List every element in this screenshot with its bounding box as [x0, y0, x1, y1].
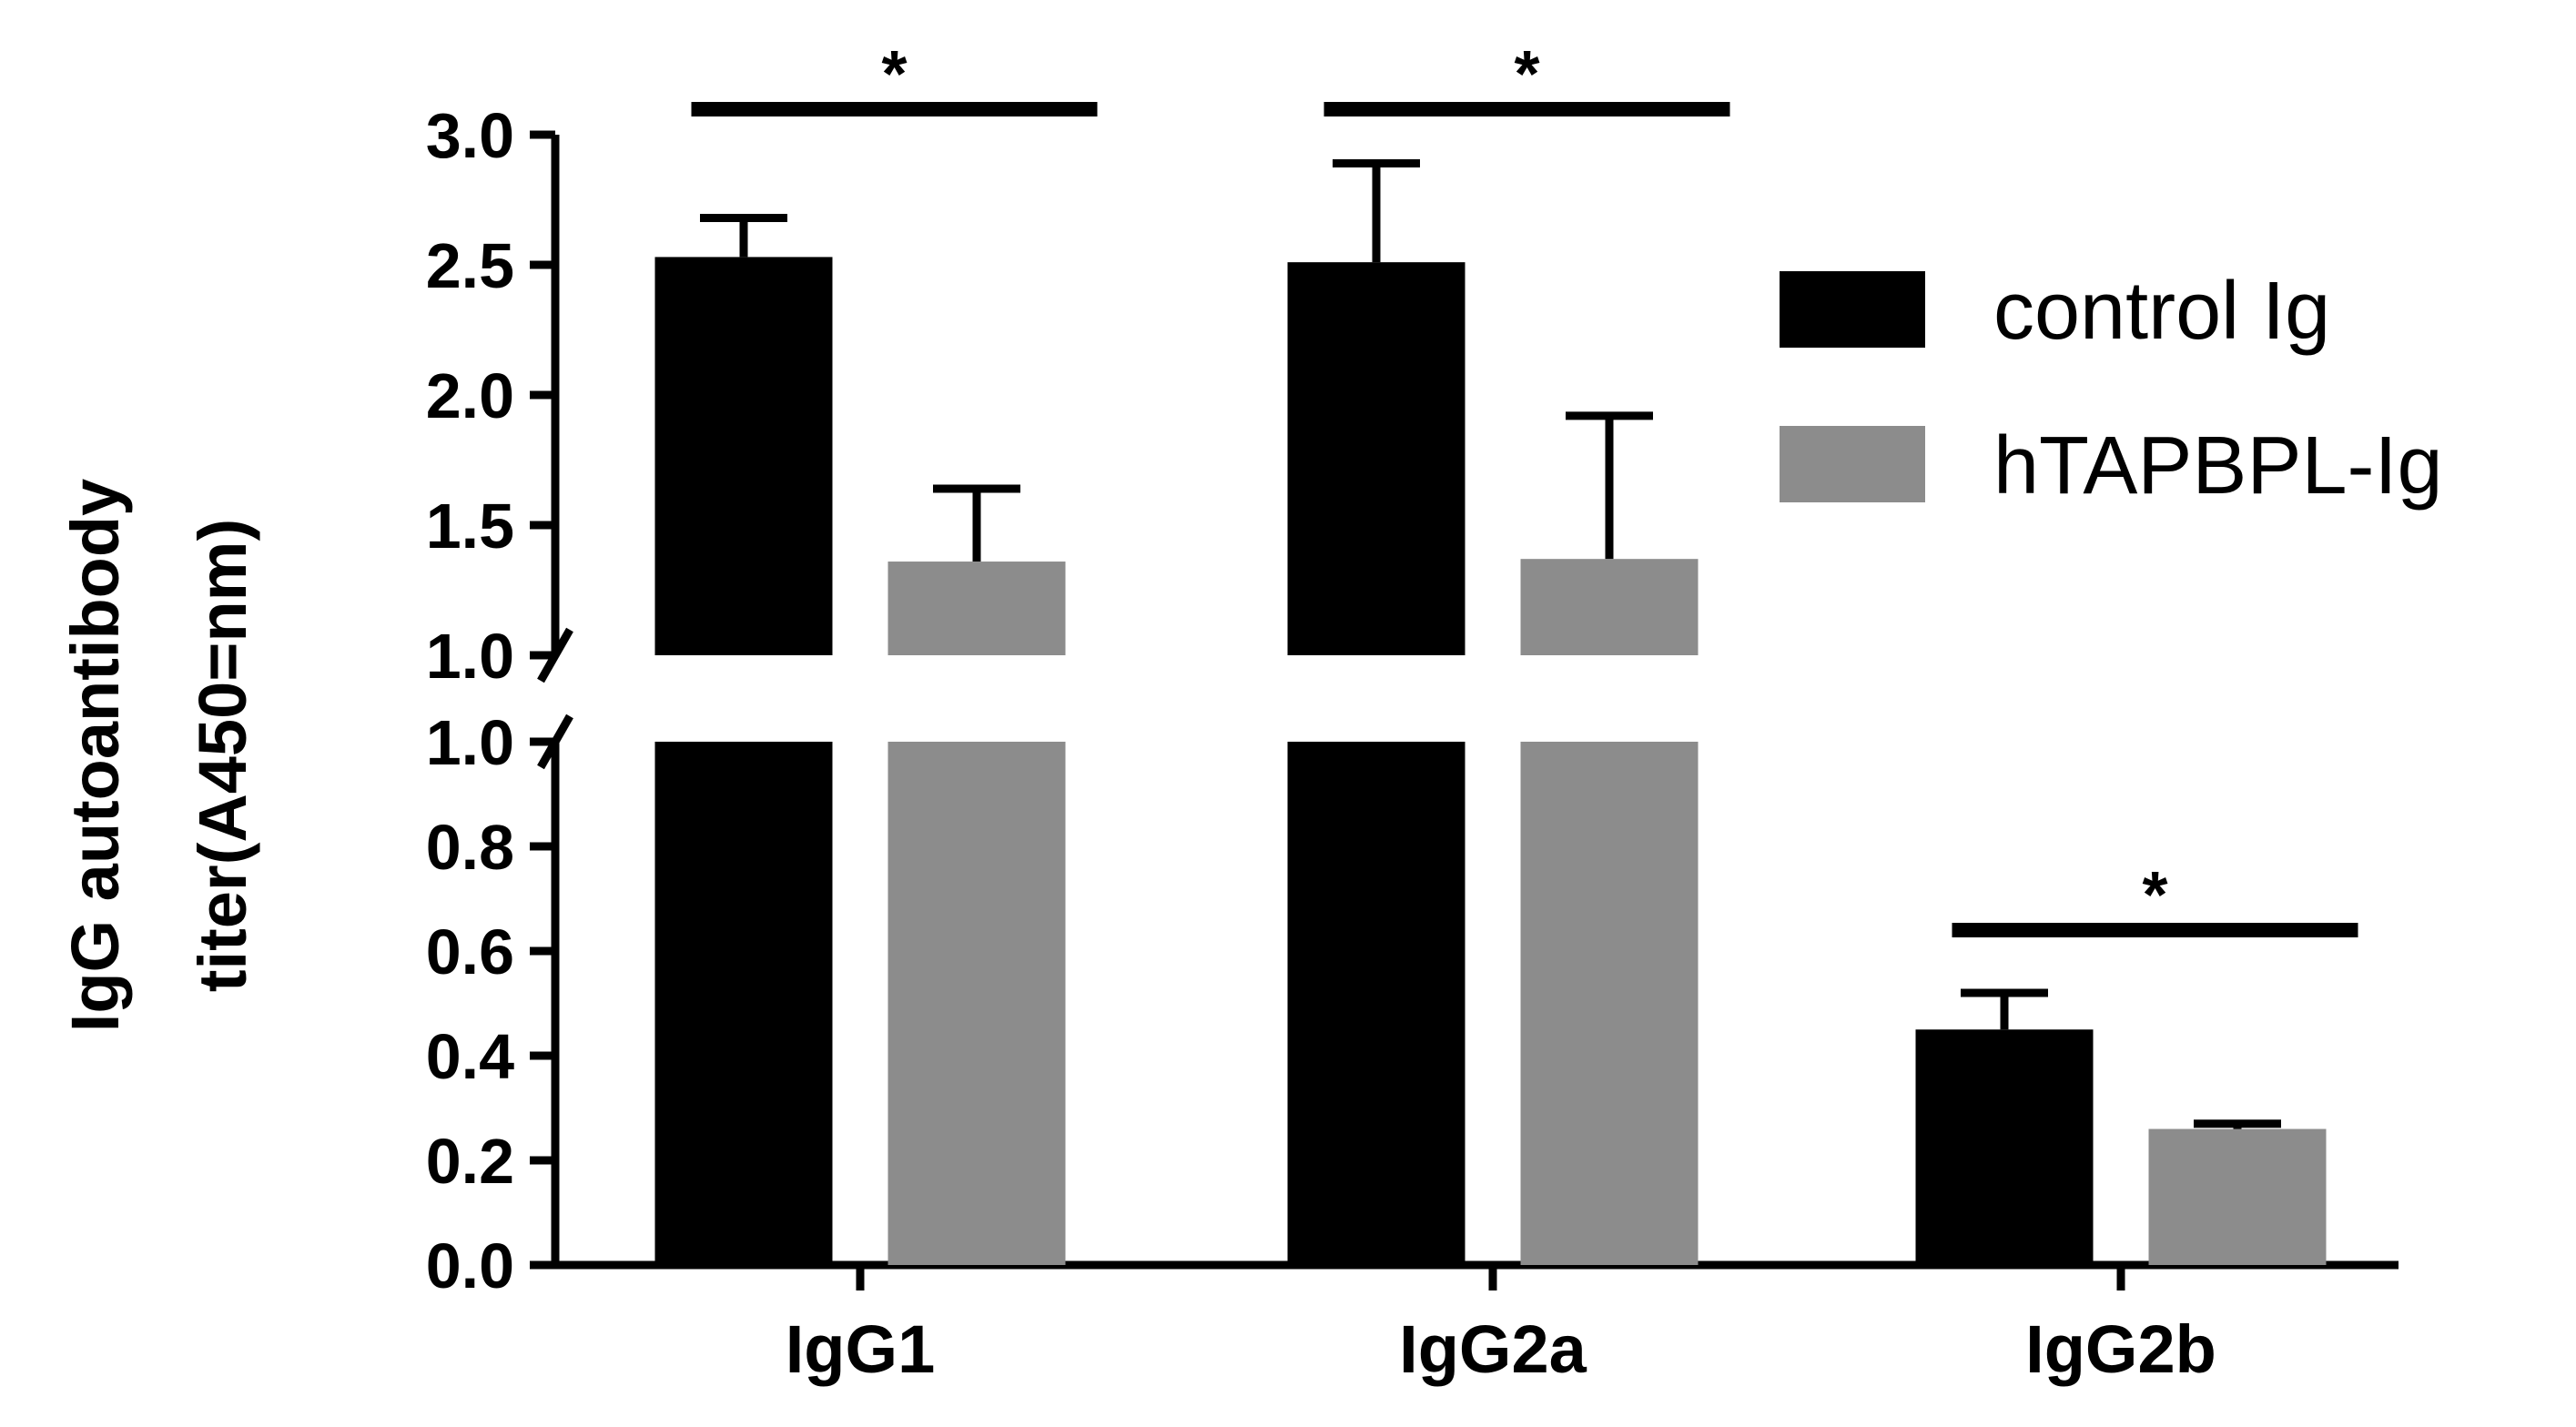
y-tick-label-lower: 1.0 — [426, 707, 514, 778]
y-tick-label-upper: 1.0 — [426, 621, 514, 692]
y-tick-label-lower: 0.6 — [426, 916, 514, 987]
legend-label: control Ig — [1993, 266, 2330, 357]
bar-IgG2b-control-Ig — [1915, 1029, 2094, 1265]
significance-star: * — [2142, 859, 2167, 932]
legend: control Ig hTAPBPL-Ig — [1780, 266, 2443, 511]
x-category-label: IgG2b — [2025, 1311, 2216, 1387]
bar-IgG2a-hTAPBPL-Ig-upper — [1520, 559, 1699, 655]
y-tick-label-upper: 3.0 — [426, 100, 514, 171]
x-axis-categories: IgG1 IgG2a IgG2b — [786, 1265, 2216, 1387]
significance-star: * — [1514, 38, 1539, 111]
bar-IgG2a-hTAPBPL-Ig-lower — [1520, 742, 1699, 1265]
y-tick-label-upper: 2.5 — [426, 230, 514, 301]
error-bars — [700, 158, 2281, 1129]
bar-IgG2a-control-Ig-lower — [1287, 742, 1465, 1265]
legend-swatch-control-Ig — [1780, 271, 1925, 348]
x-category-label: IgG2a — [1399, 1311, 1587, 1387]
legend-swatch-hTAPBPL-Ig — [1780, 426, 1925, 502]
y-tick-label-upper: 2.0 — [426, 360, 514, 431]
x-category-label: IgG1 — [786, 1311, 935, 1387]
bar-IgG2a-control-Ig-upper — [1287, 262, 1465, 655]
y-tick-label-lower: 0.0 — [426, 1230, 514, 1301]
bar-IgG1-hTAPBPL-Ig-upper — [887, 562, 1066, 655]
significance-star: * — [881, 38, 907, 111]
bar-IgG2b-hTAPBPL-Ig — [2148, 1128, 2327, 1265]
bar-IgG1-control-Ig-lower — [654, 742, 833, 1265]
bar-IgG1-hTAPBPL-Ig-lower — [887, 742, 1066, 1265]
bars — [654, 257, 2327, 1265]
significance-markers: * * * — [691, 38, 2358, 937]
axes: 1.0 1.5 2.0 2.5 3.0 0.0 0.2 0.4 0.6 0.8 1.0 — [426, 100, 2399, 1301]
y-tick-label-lower: 0.8 — [426, 812, 514, 883]
bar-IgG1-control-Ig-upper — [654, 257, 833, 655]
y-axis-label: IgG autoantibody titer(A450=nm) — [57, 479, 260, 1032]
y-tick-label-lower: 0.4 — [426, 1021, 514, 1092]
y-tick-label-upper: 1.5 — [426, 491, 514, 562]
y-axis-label-line-2: titer(A450=nm) — [185, 519, 260, 992]
y-tick-label-lower: 0.2 — [426, 1126, 514, 1197]
legend-label: hTAPBPL-Ig — [1993, 420, 2443, 511]
y-axis-label-line-1: IgG autoantibody — [57, 479, 133, 1032]
